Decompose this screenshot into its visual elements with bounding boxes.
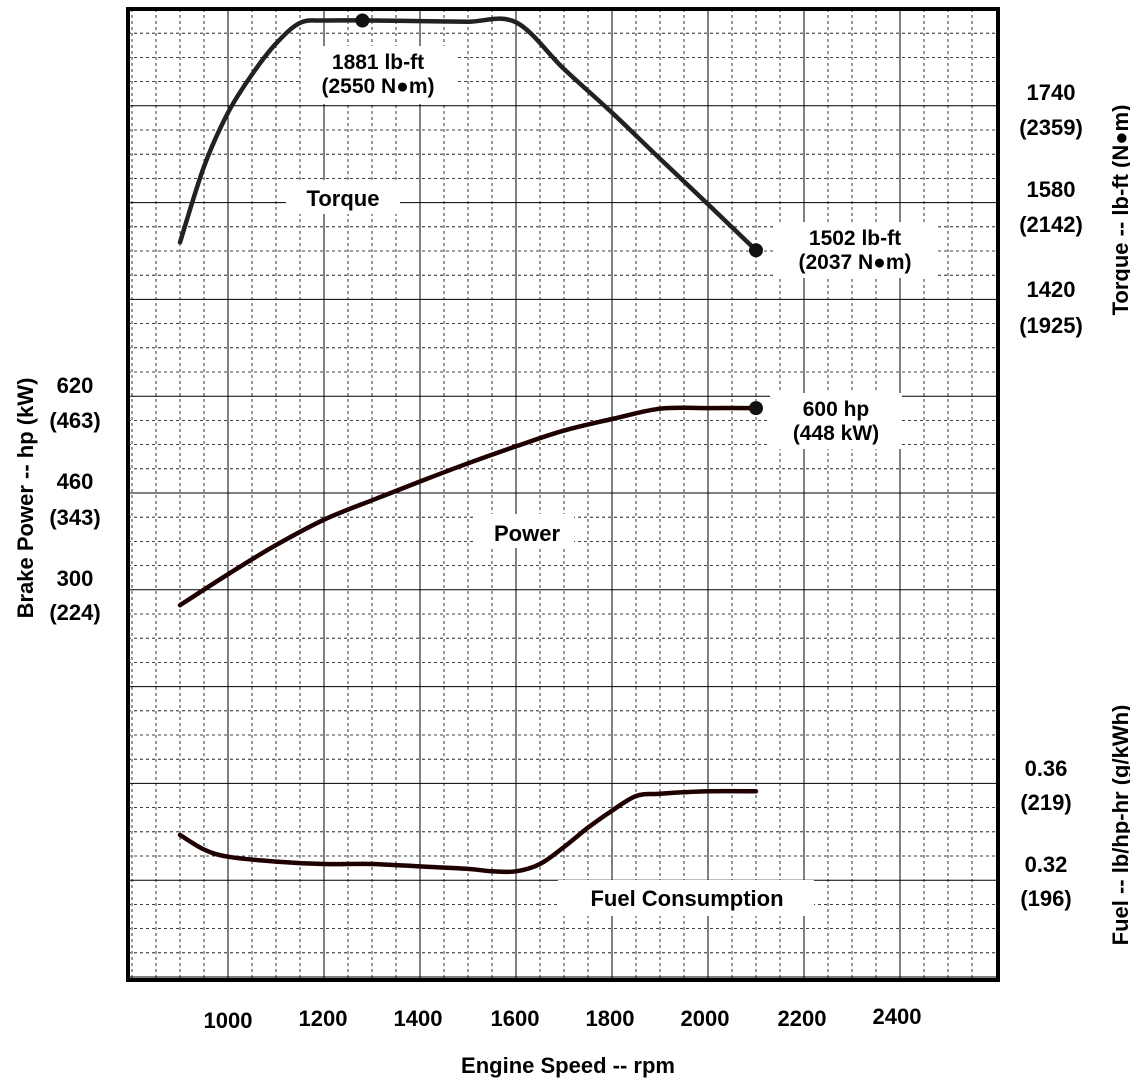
right-torque-axis-ticks: 1740 (2359) 1580 (2142) 1420 (1925)	[1019, 80, 1083, 338]
torque-tick-lbft: 1580	[1027, 177, 1076, 202]
torque-tick-lbft: 1740	[1027, 80, 1076, 105]
x-tick-label: 1600	[491, 1006, 540, 1031]
series-label-torque: Torque	[307, 186, 380, 211]
x-tick-label: 2200	[778, 1006, 827, 1031]
left-tick-hp: 620	[57, 373, 94, 398]
x-tick-label: 1000	[204, 1008, 253, 1033]
left-tick-hp: 300	[57, 566, 94, 591]
rated-torque-annotation-lbft: 1502 lb-ft	[809, 227, 901, 250]
left-tick-hp: 460	[57, 469, 94, 494]
peak-torque-annotation-lbft: 1881 lb-ft	[332, 51, 424, 74]
minor-grid	[128, 9, 998, 980]
series-label-fuel-consumption: Fuel Consumption	[590, 886, 783, 911]
left-tick-kw: (463)	[49, 408, 100, 433]
rated-power-annotation-hp: 600 hp	[803, 398, 870, 421]
rated-torque-annotation-bg	[774, 222, 936, 278]
series-line-fuel-consumption	[177, 788, 759, 875]
rated-power-point	[749, 401, 763, 416]
rated-torque-point	[749, 243, 763, 258]
series-label-power: Power	[494, 521, 560, 546]
x-tick-label: 1200	[299, 1006, 348, 1031]
fuel-tick-value: 0.32	[1025, 852, 1068, 877]
left-tick-kw: (343)	[49, 505, 100, 530]
left-axis-label: Brake Power -- hp (kW)	[13, 378, 38, 619]
rated-torque-annotation-nm: (2037 N●m)	[798, 251, 911, 274]
fuel-tick-gkwh: (219)	[1020, 790, 1071, 815]
torque-tick-lbft: 1420	[1027, 277, 1076, 302]
torque-tick-nm: (1925)	[1019, 313, 1083, 338]
peak-torque-annotation-bg	[302, 46, 456, 104]
x-axis-label: Engine Speed -- rpm	[461, 1053, 675, 1078]
x-tick-labels: 1000 1200 1400 1600 1800 2000 2200 2400	[204, 1004, 922, 1033]
x-tick-label: 1800	[586, 1006, 635, 1031]
rated-power-annotation-bg	[770, 393, 902, 449]
x-tick-label: 2400	[873, 1004, 922, 1029]
peak-torque-annotation-nm: (2550 N●m)	[321, 75, 434, 98]
major-grid	[128, 9, 998, 980]
fuel-tick-gkwh: (196)	[1020, 886, 1071, 911]
torque-tick-nm: (2142)	[1019, 212, 1083, 237]
right-fuel-axis-label: Fuel -- lb/hp-hr (g/kWh)	[1108, 705, 1130, 946]
torque-tick-nm: (2359)	[1019, 115, 1083, 140]
rated-power-annotation-kw: (448 kW)	[793, 422, 879, 445]
right-fuel-axis-ticks: 0.36 (219) 0.32 (196)	[1020, 756, 1071, 911]
series-line-torque	[177, 16, 759, 253]
left-tick-kw: (224)	[49, 600, 100, 625]
plot-frame	[126, 7, 1000, 982]
fuel-tick-value: 0.36	[1025, 756, 1068, 781]
right-torque-axis-label: Torque -- lb-ft (N●m)	[1108, 105, 1130, 316]
peak-torque-point	[355, 13, 370, 28]
torque-label-bg	[286, 180, 400, 214]
left-axis-ticks: 620 (463) 460 (343) 300 (224)	[49, 373, 100, 625]
series-line-power	[177, 405, 759, 608]
fuel-label-bg	[558, 880, 814, 916]
x-tick-label: 1400	[394, 1006, 443, 1031]
power-label-bg	[474, 514, 574, 548]
x-tick-label: 2000	[681, 1006, 730, 1031]
